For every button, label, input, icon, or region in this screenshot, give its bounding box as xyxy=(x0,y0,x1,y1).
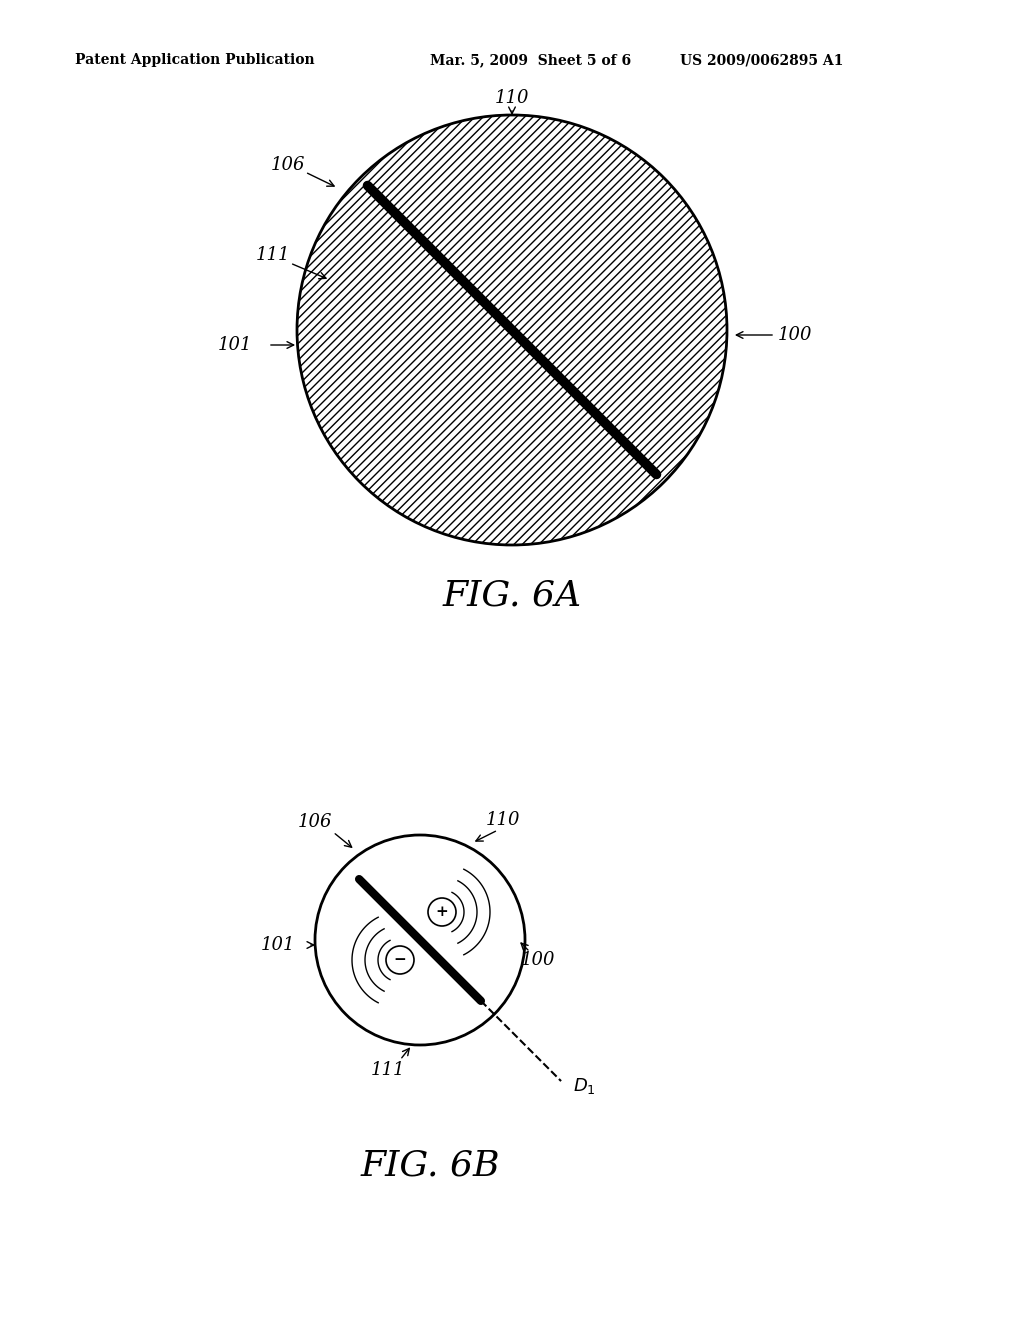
Text: 106: 106 xyxy=(298,813,332,832)
Text: 101: 101 xyxy=(218,337,252,354)
Text: −: − xyxy=(393,953,407,968)
Circle shape xyxy=(428,898,456,927)
Text: +: + xyxy=(435,906,449,919)
Text: FIG. 6B: FIG. 6B xyxy=(360,1148,500,1181)
Text: 100: 100 xyxy=(778,326,812,345)
Text: 110: 110 xyxy=(485,810,520,829)
Text: US 2009/0062895 A1: US 2009/0062895 A1 xyxy=(680,53,844,67)
Circle shape xyxy=(315,836,525,1045)
Text: 101: 101 xyxy=(261,936,295,954)
Text: 106: 106 xyxy=(270,156,305,174)
Text: 110: 110 xyxy=(495,88,529,107)
Text: Mar. 5, 2009  Sheet 5 of 6: Mar. 5, 2009 Sheet 5 of 6 xyxy=(430,53,631,67)
Text: Patent Application Publication: Patent Application Publication xyxy=(75,53,314,67)
Text: 100: 100 xyxy=(521,950,555,969)
Text: 111: 111 xyxy=(256,246,290,264)
Text: $D_1$: $D_1$ xyxy=(573,1076,596,1096)
Text: 111: 111 xyxy=(371,1061,406,1078)
Circle shape xyxy=(297,115,727,545)
Text: FIG. 6A: FIG. 6A xyxy=(442,578,582,612)
Circle shape xyxy=(386,946,414,974)
